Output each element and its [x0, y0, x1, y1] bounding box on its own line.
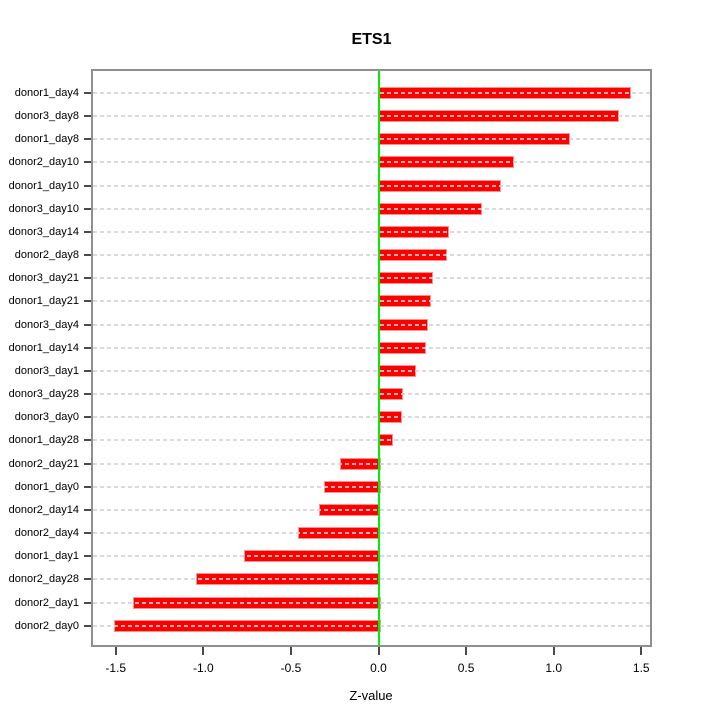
row-gridline [93, 346, 650, 349]
row-gridline [93, 462, 650, 465]
y-axis-label: donor3_day0 [14, 411, 79, 424]
row-gridline [93, 277, 650, 280]
x-tick-label: 1.0 [545, 661, 562, 675]
row-gridline [93, 254, 650, 257]
x-tick-label: -1.0 [193, 661, 214, 675]
y-axis-labels: donor1_day4 donor3_day8 donor1_day8 donor2_… [0, 69, 93, 647]
x-tick-mark [640, 647, 643, 655]
x-axis: -1.5 -1.0 -0.5 0.0 0.5 1.0 1.5 [91, 645, 652, 705]
y-axis-label: donor1_day10 [8, 179, 79, 192]
y-tick-mark [84, 369, 91, 372]
row-gridline [93, 416, 650, 419]
y-tick-mark [84, 439, 91, 442]
y-axis-label: donor1_day1 [14, 550, 79, 563]
x-tick-mark [202, 647, 205, 655]
row-gridline [93, 323, 650, 326]
row-gridline [93, 578, 650, 581]
y-axis-label: donor2_day21 [8, 457, 79, 470]
y-axis-label: donor1_day4 [14, 87, 79, 99]
zero-reference-line [377, 71, 380, 645]
y-axis-label: donor2_day8 [14, 249, 79, 262]
x-tick-label: 0.5 [457, 661, 475, 675]
y-axis-label: donor1_day14 [8, 341, 79, 354]
y-axis-label: donor3_day14 [8, 225, 79, 238]
row-gridline [93, 485, 650, 488]
y-tick-mark [84, 555, 91, 558]
y-axis-label: donor3_day21 [8, 272, 79, 285]
x-tick-label: -0.5 [280, 661, 302, 675]
y-tick-mark [84, 485, 91, 488]
y-tick-mark [84, 508, 91, 511]
row-gridline [93, 439, 650, 442]
x-tick-mark [377, 647, 380, 655]
row-gridline [93, 624, 650, 627]
y-axis-label: donor2_day10 [8, 156, 79, 169]
row-gridline [93, 393, 650, 396]
y-tick-mark [84, 92, 91, 94]
row-gridline [93, 601, 650, 604]
y-tick-mark [84, 578, 91, 581]
y-tick-mark [84, 138, 91, 141]
y-axis-label: donor2_day28 [8, 573, 79, 586]
x-tick-mark [465, 647, 468, 655]
row-gridline [93, 115, 650, 118]
x-tick-mark [114, 647, 117, 655]
row-gridline [93, 230, 650, 233]
row-gridline [93, 508, 650, 511]
y-tick-mark [84, 323, 91, 326]
chart-title: ETS1 [351, 31, 392, 48]
y-tick-mark [84, 184, 91, 187]
row-gridline [93, 184, 650, 187]
y-axis-label: donor2_day14 [8, 503, 79, 516]
y-tick-mark [84, 115, 91, 118]
y-tick-mark [84, 624, 91, 627]
y-axis-label: donor1_day28 [8, 434, 79, 447]
y-axis-label: donor3_day10 [8, 202, 79, 215]
x-tick-label: 0.0 [370, 661, 387, 675]
y-tick-mark [84, 462, 91, 465]
x-tick-mark [552, 647, 555, 655]
y-axis-label: donor1_day0 [14, 480, 79, 493]
row-gridline [93, 207, 650, 210]
y-axis-label: donor3_day1 [14, 364, 79, 377]
plot-inner [93, 71, 650, 645]
y-tick-mark [84, 254, 91, 257]
row-gridline [93, 92, 650, 94]
y-tick-mark [84, 161, 91, 164]
x-tick-label: 1.5 [632, 661, 650, 675]
row-gridline [93, 138, 650, 141]
row-gridline [93, 555, 650, 558]
plot-area [91, 69, 652, 647]
row-gridline [93, 300, 650, 303]
y-tick-mark [84, 416, 91, 419]
x-axis-title: Z-value [349, 688, 393, 703]
row-gridline [93, 369, 650, 372]
y-tick-mark [84, 393, 91, 396]
y-tick-mark [84, 532, 91, 535]
y-axis-label: donor2_day4 [14, 527, 79, 540]
y-axis-label: donor1_day21 [8, 295, 79, 308]
y-axis-label: donor2_day1 [14, 596, 79, 609]
y-axis-label: donor2_day0 [14, 619, 79, 632]
y-tick-mark [84, 601, 91, 604]
y-axis-label: donor1_day8 [14, 133, 79, 146]
y-tick-mark [84, 346, 91, 349]
x-tick-label: -1.5 [105, 661, 127, 675]
y-axis-label: donor3_day28 [8, 388, 79, 401]
y-tick-mark [84, 207, 91, 210]
y-axis-label: donor3_day8 [14, 110, 79, 123]
y-tick-mark [84, 300, 91, 303]
y-tick-mark [84, 230, 91, 233]
row-gridline [93, 161, 650, 164]
y-axis-label: donor3_day4 [14, 318, 79, 331]
row-gridline [93, 532, 650, 535]
y-tick-mark [84, 277, 91, 280]
x-tick-mark [289, 647, 292, 655]
